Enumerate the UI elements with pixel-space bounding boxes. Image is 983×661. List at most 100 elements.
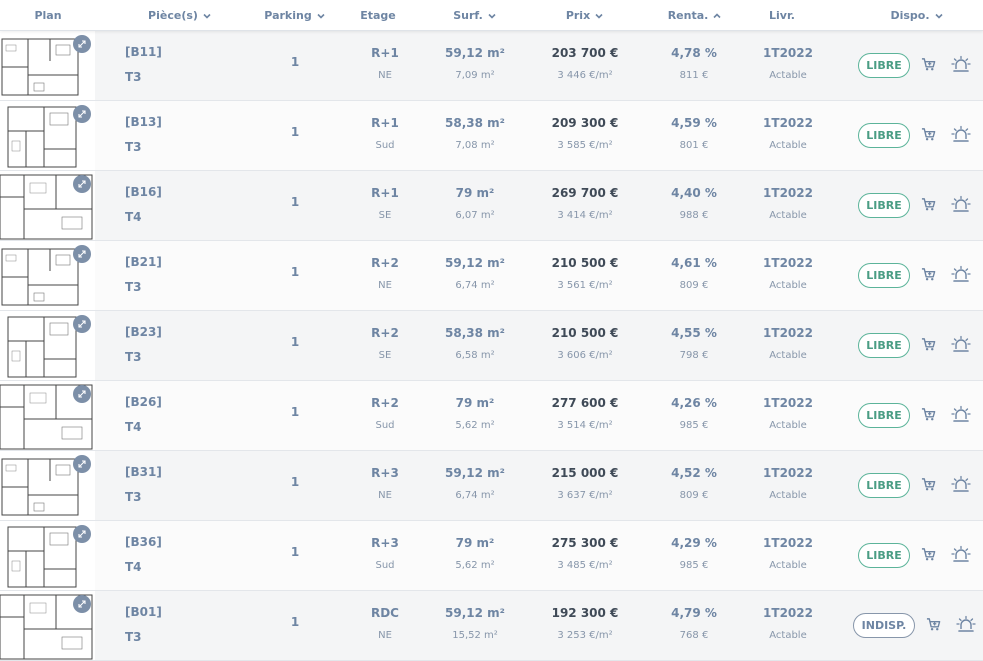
chevron-down-icon [488,13,496,19]
delivery-status: Actable [769,560,807,571]
delivery-status: Actable [769,420,807,431]
table-row[interactable]: [B01] T3 1 RDC NE 59,12 m² 15,52 m² 192 300 € 3 … [0,591,983,661]
expand-icon[interactable] [73,595,91,613]
status-badge[interactable]: LIBRE [858,543,910,568]
status-badge[interactable]: INDISP. [853,613,915,638]
col-header-etage-label: Etage [360,9,396,22]
cart-icon[interactable] [920,475,936,493]
floor-level: R+1 [371,186,399,200]
surface-area: 58,38 m² [445,116,505,130]
table-row[interactable]: [B13] T3 1 R+1 Sud 58,38 m² 7,08 m² 209 300 € 3 … [0,101,983,171]
expand-icon[interactable] [73,455,91,473]
floor-plan-image [7,316,77,378]
expand-icon[interactable] [73,105,91,123]
floor-plan-thumbnail[interactable] [0,241,95,310]
col-header-pieces[interactable]: Pièce(s) [140,0,220,31]
lot-reference[interactable]: [B21] [125,255,162,269]
table-row[interactable]: [B31] T3 1 R+3 NE 59,12 m² 6,74 m² 215 000 € 3 6… [0,451,983,521]
lot-reference[interactable]: [B11] [125,45,162,59]
lot-type: T4 [125,560,142,574]
price: 275 300 € [551,536,619,550]
floor-plan-thumbnail[interactable] [0,31,95,100]
status-badge[interactable]: LIBRE [858,53,910,78]
status-badge[interactable]: LIBRE [858,193,910,218]
price: 215 000 € [551,466,619,480]
lot-reference[interactable]: [B23] [125,325,162,339]
lot-reference[interactable]: [B31] [125,465,162,479]
floor-plan-thumbnail[interactable] [0,521,95,590]
alarm-icon[interactable] [951,125,971,143]
surface-area: 59,12 m² [445,256,505,270]
col-header-renta[interactable]: Renta. [660,0,730,31]
alarm-icon[interactable] [951,405,971,423]
cart-icon[interactable] [925,615,941,633]
col-header-prix[interactable]: Prix [555,0,615,31]
alarm-icon[interactable] [951,545,971,563]
lot-reference[interactable]: [B36] [125,535,162,549]
orientation: SE [378,210,392,221]
surface-area: 59,12 m² [445,46,505,60]
floor-plan-thumbnail[interactable] [0,591,95,660]
expand-icon[interactable] [73,315,91,333]
table-row[interactable]: [B16] T4 1 R+1 SE 79 m² 6,07 m² 269 700 € 3 414 … [0,171,983,241]
price: 210 500 € [551,326,619,340]
expand-icon[interactable] [73,35,91,53]
yield: 4,55 % [671,326,717,340]
expand-icon[interactable] [73,245,91,263]
delivery-date: 1T2022 [763,326,813,340]
expand-icon[interactable] [73,385,91,403]
floor-plan-thumbnail[interactable] [0,451,95,520]
chevron-down-icon [934,13,943,19]
lot-reference[interactable]: [B16] [125,185,162,199]
chevron-up-icon [713,12,721,18]
floor-plan-thumbnail[interactable] [0,311,95,380]
status-badge[interactable]: LIBRE [858,473,910,498]
price-per-m2: 3 637 €/m² [557,490,613,501]
cart-icon[interactable] [920,195,936,213]
cart-icon[interactable] [920,265,936,283]
alarm-icon[interactable] [951,475,971,493]
table-row[interactable]: [B21] T3 1 R+2 NE 59,12 m² 6,74 m² 210 500 € 3 5… [0,241,983,311]
status-badge[interactable]: LIBRE [858,123,910,148]
floor-plan-thumbnail[interactable] [0,381,95,450]
cart-icon[interactable] [920,545,936,563]
table-row[interactable]: [B23] T3 1 R+2 SE 58,38 m² 6,58 m² 210 500 € 3 6… [0,311,983,381]
cart-icon[interactable] [920,125,936,143]
col-header-dispo[interactable]: Dispo. [882,0,952,31]
floor-plan-thumbnail[interactable] [0,171,95,240]
expand-icon[interactable] [73,175,91,193]
cart-icon[interactable] [920,335,936,353]
floor-plan-image [1,458,79,516]
status-badge[interactable]: LIBRE [858,263,910,288]
col-header-parking[interactable]: Parking [255,0,335,31]
lot-reference[interactable]: [B01] [125,605,162,619]
delivery-date: 1T2022 [763,256,813,270]
status-badge[interactable]: LIBRE [858,403,910,428]
delivery-status: Actable [769,280,807,291]
table-row[interactable]: [B36] T4 1 R+3 Sud 79 m² 5,62 m² 275 300 € 3 485… [0,521,983,591]
parking-count: 1 [290,335,300,349]
lot-reference[interactable]: [B26] [125,395,162,409]
floor-plan-thumbnail[interactable] [0,101,95,170]
rent: 798 € [679,350,709,361]
alarm-icon[interactable] [951,335,971,353]
alarm-icon[interactable] [951,195,971,213]
cart-icon[interactable] [920,405,936,423]
surface-extra: 6,07 m² [455,210,495,221]
col-header-dispo-label: Dispo. [890,9,930,22]
table-row[interactable]: [B26] T4 1 R+2 Sud 79 m² 5,62 m² 277 600 € 3 514… [0,381,983,451]
price: 277 600 € [551,396,619,410]
yield: 4,61 % [671,256,717,270]
lot-type: T4 [125,420,142,434]
cart-icon[interactable] [920,55,936,73]
table-row[interactable]: [B11] T3 1 R+1 NE 59,12 m² 7,09 m² 203 700 € 3 4… [0,31,983,101]
alarm-icon[interactable] [951,265,971,283]
alarm-icon[interactable] [956,615,976,633]
expand-icon[interactable] [73,525,91,543]
alarm-icon[interactable] [951,55,971,73]
col-header-parking-label: Parking [264,9,312,22]
col-header-surf[interactable]: Surf. [440,0,510,31]
lot-reference[interactable]: [B13] [125,115,162,129]
price: 192 300 € [551,606,619,620]
status-badge[interactable]: LIBRE [858,333,910,358]
